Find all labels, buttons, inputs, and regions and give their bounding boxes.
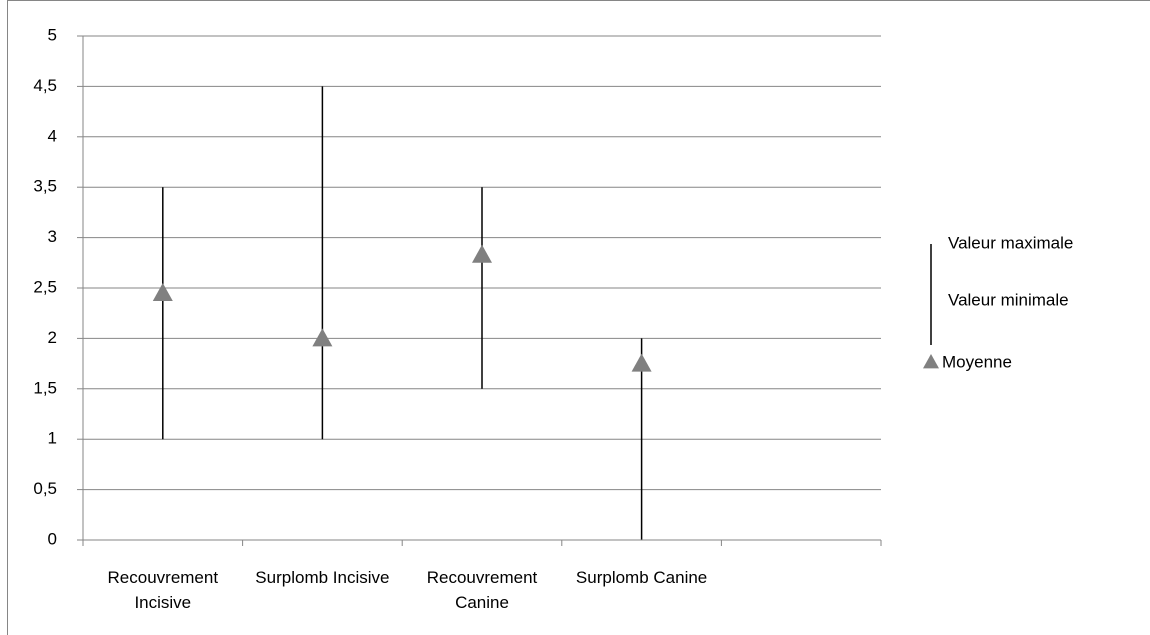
mean-marker: [631, 353, 652, 372]
mean-marker: [312, 328, 333, 347]
legend-label: Moyenne: [942, 352, 1012, 371]
y-tick-label: 1,5: [33, 378, 57, 397]
y-tick-label: 0,5: [33, 479, 57, 498]
y-tick-label: 2: [48, 328, 57, 347]
y-tick-label: 5: [48, 25, 57, 44]
y-tick-label: 4,5: [33, 76, 57, 95]
x-tick-label: Recouvrement Canine: [426, 568, 538, 612]
y-tick-label: 0: [48, 529, 57, 548]
y-tick-label: 2,5: [33, 277, 57, 296]
y-tick-label: 4: [48, 126, 57, 145]
x-tick-label: Recouvrement Incisive: [107, 568, 219, 612]
y-tick-label: 3,5: [33, 177, 57, 196]
mean-marker: [472, 244, 492, 263]
legend-label: Valeur minimale: [948, 290, 1069, 309]
x-tick-label: Surplomb Canine: [575, 568, 708, 587]
x-tick-label: Surplomb Incisive: [255, 568, 390, 587]
mean-marker: [152, 283, 173, 302]
legend-marker: [923, 354, 939, 369]
legend-label: Valeur maximale: [948, 233, 1073, 252]
chart-border: [7, 0, 1150, 635]
y-tick-label: 1: [48, 429, 57, 448]
y-tick-label: 3: [48, 227, 57, 246]
